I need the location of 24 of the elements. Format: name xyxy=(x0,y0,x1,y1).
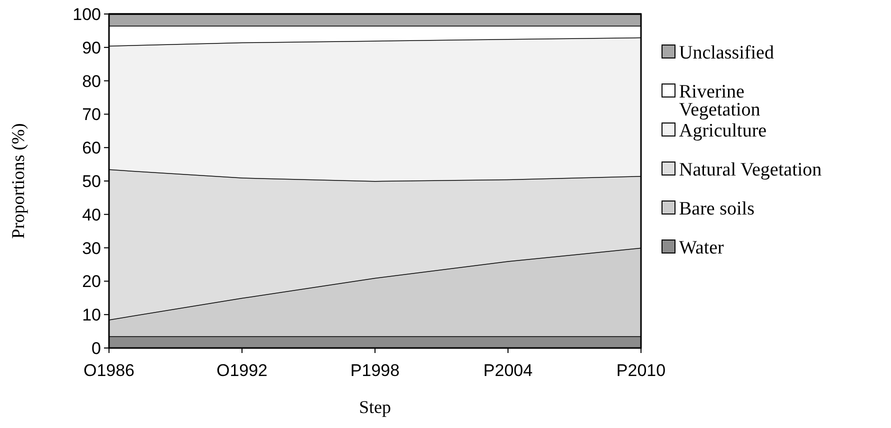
y-tick-label: 60 xyxy=(82,138,101,158)
y-tick-label: 70 xyxy=(82,105,101,124)
y-axis-title: Proportions (%) xyxy=(8,123,28,239)
x-tick-label: O1992 xyxy=(216,361,268,380)
x-tick-label: O1986 xyxy=(83,361,135,380)
x-axis-title: Step xyxy=(358,397,392,417)
y-tick-label: 20 xyxy=(82,272,101,292)
x-tick-label: P1998 xyxy=(350,361,400,380)
legend-label: Agriculture xyxy=(679,120,767,142)
legend-label: Riverine Vegetation xyxy=(679,82,761,121)
legend-label: Natural Vegetation xyxy=(679,160,822,181)
x-tick-label: P2010 xyxy=(616,361,666,380)
y-tick-label: 40 xyxy=(82,205,101,224)
y-tick-label: 30 xyxy=(82,238,101,258)
legend-label: Unclassified xyxy=(679,42,774,64)
y-tick-label: 50 xyxy=(82,172,101,191)
y-tick-label: 100 xyxy=(72,4,101,24)
legend-label: Bare soils xyxy=(679,198,754,220)
y-tick-label: 80 xyxy=(82,72,101,91)
legend-label: Water xyxy=(679,238,725,259)
y-tick-label: 10 xyxy=(82,306,101,325)
y-tick-label: 0 xyxy=(92,338,101,358)
y-tick-label: 90 xyxy=(82,38,101,58)
x-tick-label: P2004 xyxy=(483,361,533,380)
